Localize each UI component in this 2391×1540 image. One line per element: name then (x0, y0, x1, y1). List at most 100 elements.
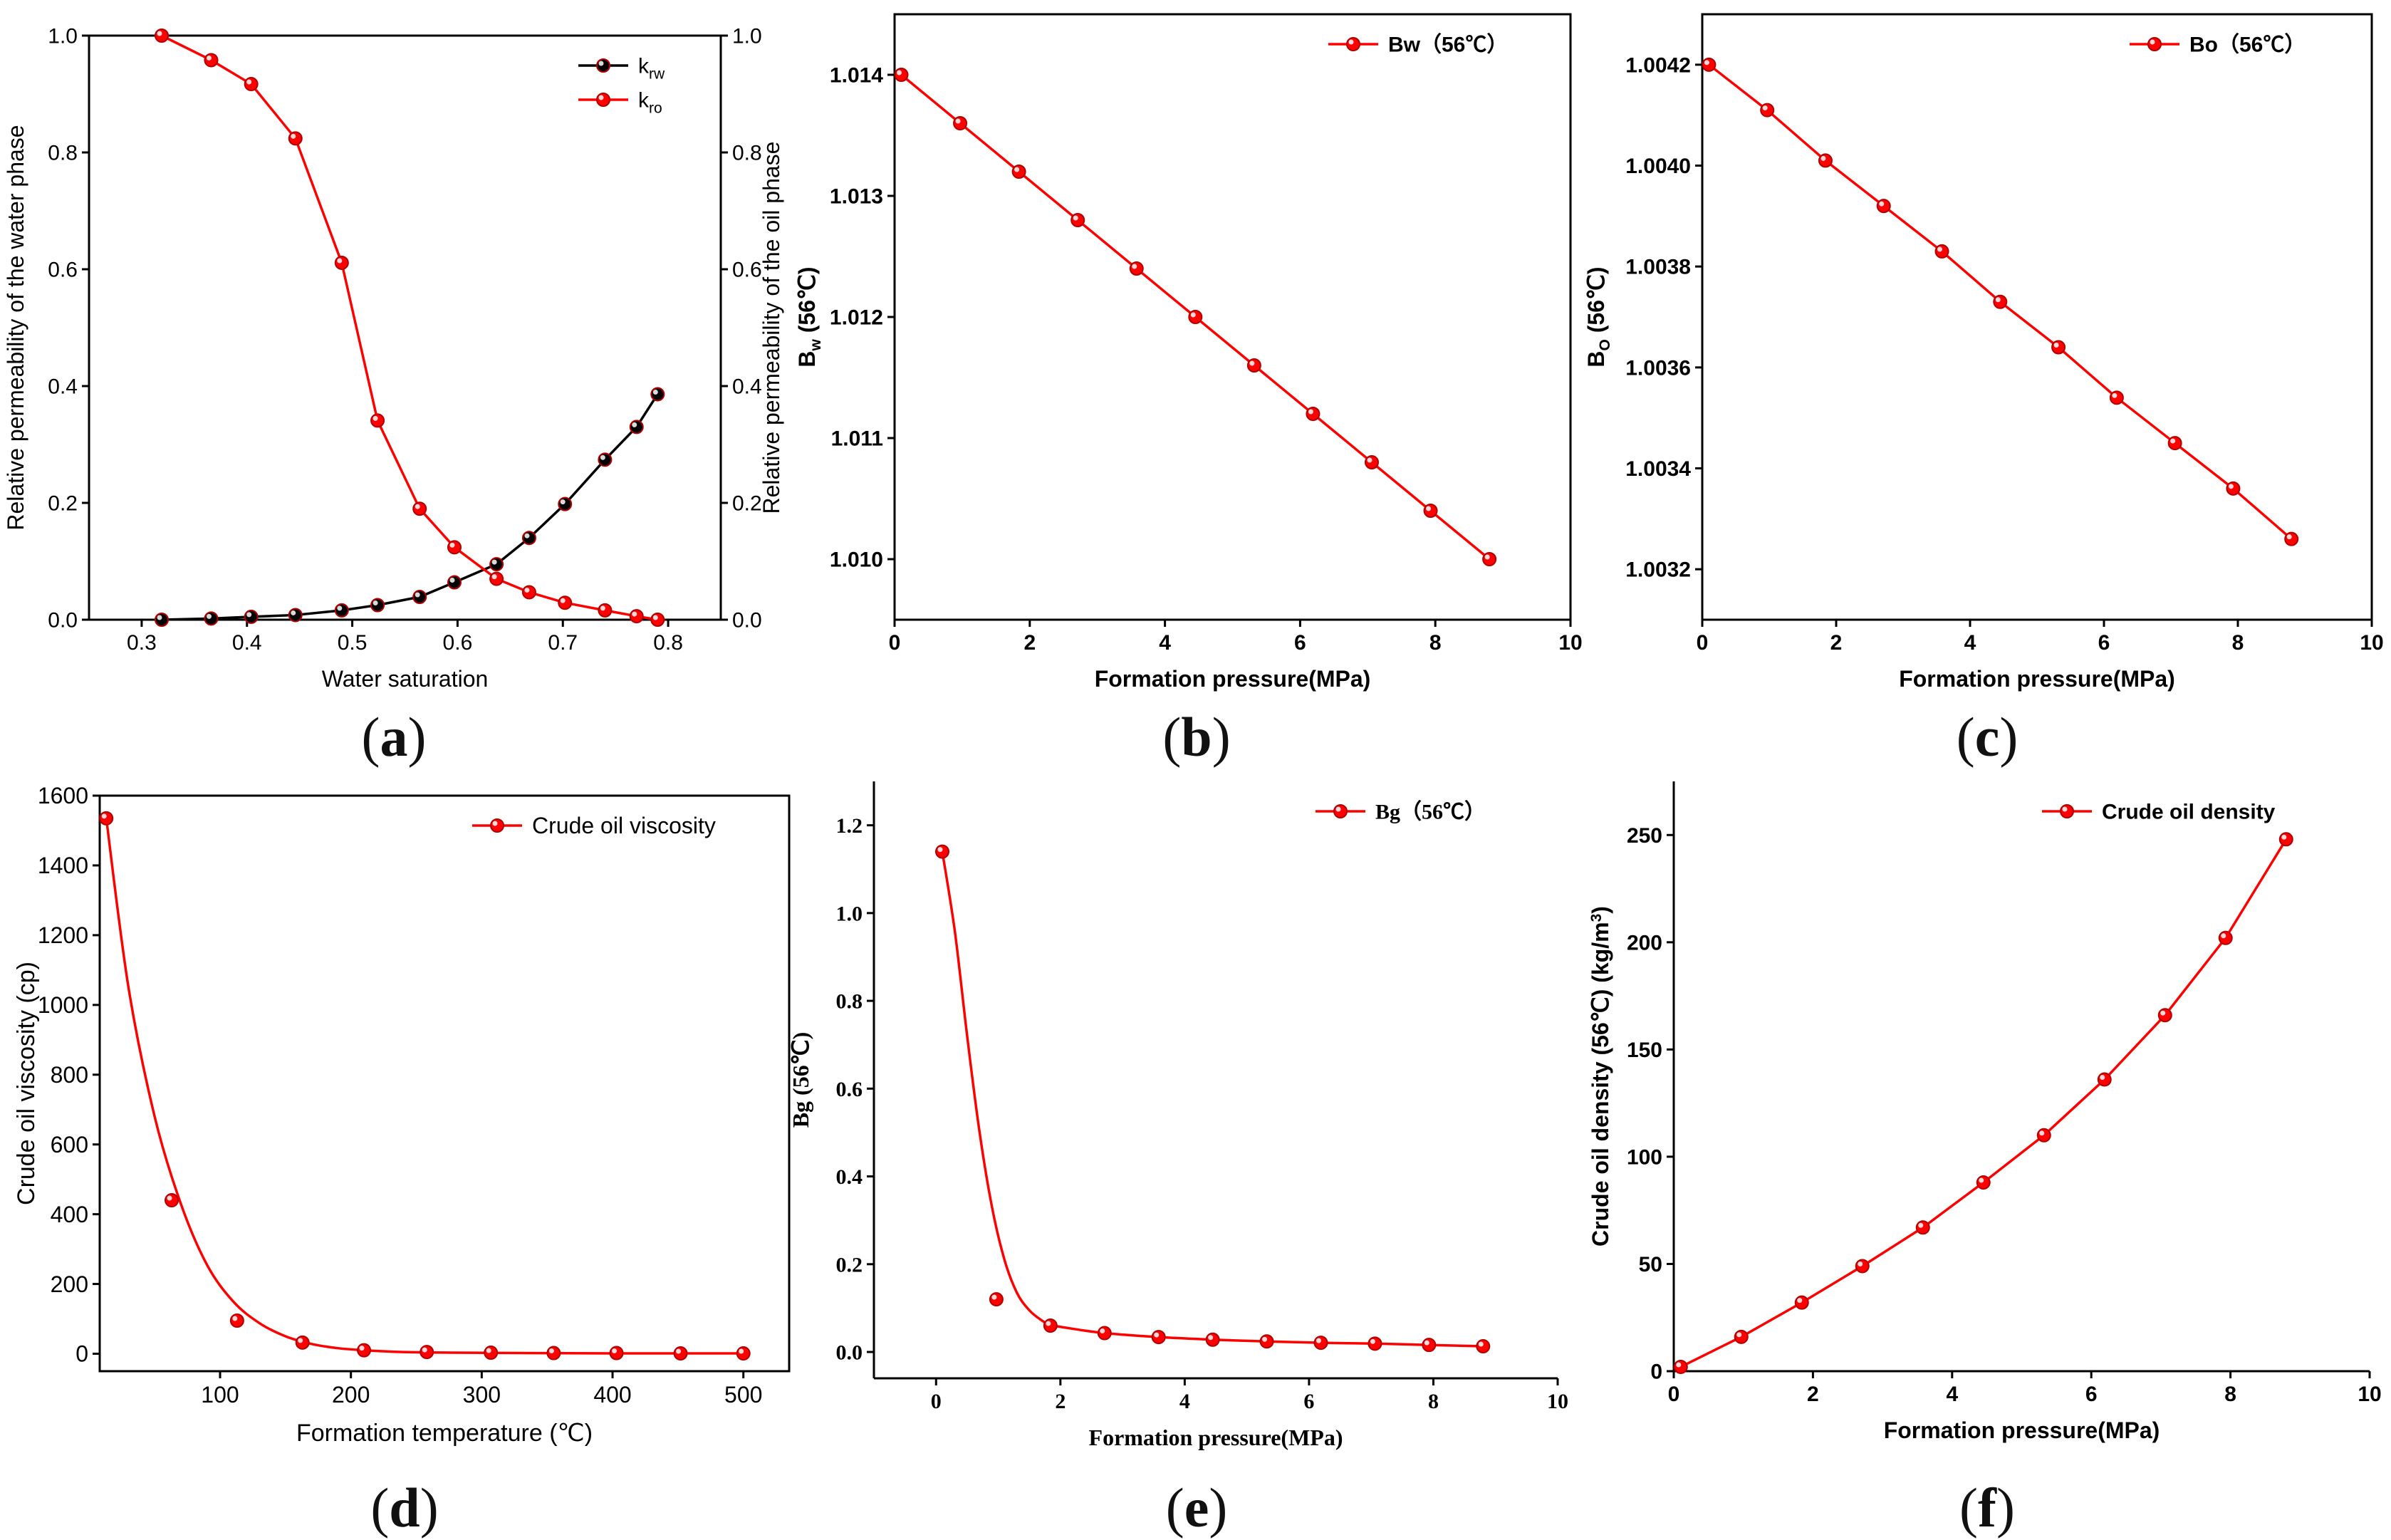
data-point-a-1-9 (521, 585, 536, 600)
y2-tick-label-a-4: 0.8 (732, 142, 762, 165)
data-point-a-1-8-highlight (491, 574, 497, 580)
data-point-a-0-13-highlight (652, 389, 658, 395)
data-point-f-0-8 (2157, 1008, 2172, 1023)
data-point-b-0-6 (1246, 358, 1261, 373)
data-point-a-1-7-highlight (449, 542, 455, 548)
data-point-a-1-5-highlight (373, 415, 378, 421)
y-tick-label-d-7: 1400 (38, 853, 88, 878)
data-point-a-1-3-highlight (291, 133, 296, 139)
data-point-d-0-4 (357, 1343, 372, 1358)
data-point-a-1-5 (370, 413, 385, 428)
data-point-c-0-6-highlight (2053, 343, 2059, 348)
legend-marker-d-0 (490, 818, 504, 833)
data-point-b-0-0-highlight (896, 70, 902, 76)
x-tick-label-b-3: 6 (1294, 631, 1306, 655)
series-e-0 (935, 844, 1491, 1354)
data-point-e-0-9 (1422, 1338, 1437, 1353)
data-point-f-0-10-highlight (2281, 834, 2287, 840)
data-point-a-0-1 (204, 611, 219, 626)
data-point-a-1-1-highlight (206, 55, 212, 61)
y-axis-title-main-c: B (1583, 350, 1609, 367)
data-point-e-0-8 (1368, 1336, 1382, 1351)
data-point-f-0-3 (1855, 1259, 1870, 1274)
y-tick-label-c-4: 1.0040 (1625, 155, 1691, 178)
x-tick-label-c-0: 0 (1697, 631, 1709, 655)
data-point-d-0-8-highlight (612, 1348, 618, 1354)
y-tick-label-c-1: 1.0034 (1625, 457, 1691, 481)
data-point-e-0-0-highlight (937, 847, 943, 853)
data-point-d-0-1 (165, 1193, 179, 1208)
legend-d: Crude oil viscosity (472, 813, 716, 838)
data-point-a-1-11-highlight (600, 605, 605, 611)
data-point-a-0-13 (650, 387, 665, 402)
data-point-d-0-6-highlight (486, 1348, 491, 1353)
legend-marker-a-1-highlight (598, 95, 604, 100)
data-point-a-0-7-highlight (449, 578, 455, 583)
y-tick-label-b-2: 1.012 (830, 306, 883, 330)
data-point-d-0-6 (484, 1346, 499, 1360)
y-tick-label-b-0: 1.010 (830, 548, 883, 572)
x-tick-label-f-1: 2 (1807, 1383, 1819, 1406)
data-point-a-0-12 (629, 420, 644, 435)
data-point-a-0-3 (288, 608, 303, 623)
data-point-f-0-7-highlight (2100, 1075, 2105, 1081)
data-point-a-0-5 (370, 598, 385, 613)
chart-a: 0.3 0.4 0.5 0.6 0.7 0.8 0.0 0.0 0.2 0.2 0.4 0.4 0.6 0… (3, 25, 784, 692)
y-tick-label-a-4: 0.8 (48, 142, 78, 165)
x-tick-label-e-5: 10 (1547, 1390, 1568, 1413)
data-point-c-0-8 (2167, 436, 2182, 451)
y-tick-label-d-1: 200 (51, 1271, 88, 1297)
x-tick-label-a-2: 0.5 (338, 631, 368, 655)
data-point-c-0-5 (1993, 294, 2008, 309)
data-point-e-0-10 (1476, 1339, 1491, 1354)
data-point-b-0-5 (1188, 310, 1203, 324)
y-tick-label-b-1: 1.011 (831, 427, 883, 451)
x-tick-label-a-0: 0.3 (127, 631, 157, 655)
series-a-0 (155, 387, 665, 627)
data-point-a-0-0 (155, 613, 170, 627)
data-point-a-0-2-highlight (246, 612, 252, 618)
data-point-f-0-2 (1794, 1295, 1809, 1310)
legend-label-a-0: krw (638, 55, 665, 83)
data-point-b-0-3 (1071, 213, 1085, 227)
data-point-e-0-10-highlight (1478, 1341, 1484, 1347)
data-point-b-0-0 (894, 68, 909, 82)
y-axis-title-b: Bw (56℃) (794, 266, 824, 367)
y-axis-title-main-b: B (794, 350, 820, 367)
data-point-e-0-3 (1097, 1326, 1112, 1341)
y-tick-label-f-4: 200 (1627, 931, 1662, 954)
data-point-f-0-7 (2097, 1072, 2112, 1087)
x-tick-label-a-4: 0.7 (548, 631, 578, 655)
y-tick-label-d-5: 1000 (38, 992, 88, 1018)
data-point-d-0-9-highlight (676, 1348, 682, 1354)
y-tick-label-d-2: 400 (51, 1202, 88, 1227)
data-point-a-0-8 (489, 557, 504, 572)
series-f-0 (1673, 832, 2293, 1374)
y-tick-label-f-1: 50 (1639, 1253, 1662, 1276)
data-point-a-0-6-highlight (415, 592, 420, 598)
data-point-f-0-6-highlight (2039, 1130, 2045, 1136)
x-tick-label-a-3: 0.6 (443, 631, 473, 655)
y-tick-label-a-1: 0.2 (48, 492, 78, 516)
data-point-d-0-9 (673, 1346, 688, 1361)
y-tick-label-b-4: 1.014 (830, 64, 883, 88)
data-point-b-0-1-highlight (955, 118, 961, 124)
data-point-a-1-3 (288, 131, 303, 146)
y-axis-title-sub-c: O (1597, 339, 1613, 350)
panel-label-d: (d) (370, 1477, 439, 1539)
data-point-a-1-12 (629, 609, 644, 624)
data-point-a-1-13-highlight (652, 615, 658, 620)
legend-label-f-0: Crude oil density (2102, 801, 2276, 824)
series-a-1 (155, 28, 665, 627)
data-point-c-0-7-highlight (2112, 392, 2117, 398)
y-tick-label-c-3: 1.0038 (1625, 256, 1691, 279)
data-point-b-0-4 (1129, 261, 1144, 276)
data-point-f-0-9 (2218, 930, 2233, 945)
data-point-a-1-10-highlight (560, 598, 566, 603)
x-axis-title-a: Water saturation (322, 666, 489, 692)
y-tick-label-c-0: 1.0032 (1625, 558, 1691, 582)
y-axis-title-a: Relative permeability of the water phase (3, 125, 28, 530)
data-point-f-0-9-highlight (2221, 933, 2226, 939)
legend-marker-e-0-highlight (1335, 806, 1341, 812)
